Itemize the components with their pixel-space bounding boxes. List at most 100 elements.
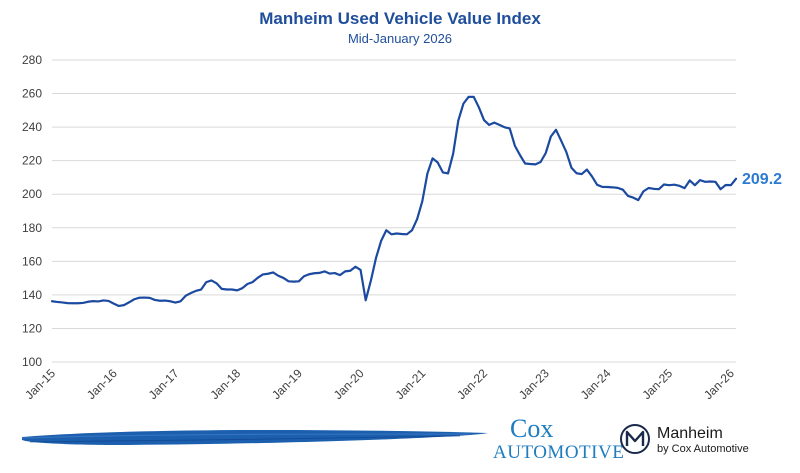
data-point: [215, 282, 218, 284]
brush-stroke: [21, 429, 488, 445]
data-point: [92, 300, 94, 302]
data-point: [462, 103, 465, 105]
data-point: [164, 299, 166, 302]
data-point: [617, 187, 619, 189]
data-point: [293, 281, 295, 283]
data-point: [606, 186, 609, 188]
data-point: [534, 163, 537, 165]
data-point: [334, 272, 336, 274]
data-point: [82, 302, 84, 304]
cox-automotive-logo: Cox Automotive: [493, 414, 624, 463]
data-point: [205, 281, 207, 283]
data-point: [653, 188, 655, 190]
svg-text:by Cox Automotive: by Cox Automotive: [657, 443, 749, 455]
data-point: [447, 172, 449, 175]
data-point: [246, 283, 249, 285]
manheim-m-circle-icon: [620, 424, 650, 454]
gridlines: [52, 59, 736, 363]
data-point: [133, 298, 135, 300]
svg-text:Cox: Cox: [510, 414, 553, 443]
data-point: [236, 289, 238, 291]
y-tick-label: 160: [22, 254, 42, 268]
data-point: [267, 273, 269, 275]
data-point: [323, 270, 326, 272]
data-point: [56, 301, 58, 303]
svg-text:Manheim: Manheim: [657, 425, 723, 442]
x-tick-label: Jan-23: [516, 366, 552, 402]
data-point: [318, 272, 321, 274]
data-point: [313, 272, 315, 274]
data-point: [87, 301, 89, 303]
y-tick-label: 280: [22, 53, 42, 67]
data-point: [401, 233, 403, 235]
data-point: [611, 186, 614, 188]
x-tick-label: Jan-18: [207, 366, 243, 402]
data-point: [169, 300, 171, 302]
data-point: [452, 153, 454, 155]
x-tick-label: Jan-24: [578, 366, 614, 402]
data-point: [457, 119, 459, 122]
data-point: [411, 229, 413, 231]
y-axis-ticks: 100 120 140 160 180 200 220 240 260 280: [22, 53, 42, 369]
data-point: [509, 127, 511, 130]
data-point: [555, 129, 557, 131]
data-point: [272, 271, 274, 274]
data-point: [714, 181, 717, 183]
data-point: [565, 151, 567, 153]
y-tick-label: 260: [22, 87, 42, 101]
y-tick-label: 240: [22, 120, 42, 134]
data-point: [673, 184, 675, 186]
data-point: [658, 188, 660, 190]
data-point: [118, 305, 120, 307]
data-point: [385, 229, 387, 231]
data-point: [581, 173, 583, 175]
data-point: [689, 179, 691, 182]
data-point: [303, 275, 305, 277]
y-tick-label: 220: [22, 154, 42, 168]
data-point: [277, 275, 279, 277]
data-point: [308, 273, 310, 275]
data-point: [663, 183, 665, 186]
data-point: [71, 302, 74, 304]
x-tick-label: Jan-15: [22, 366, 58, 402]
data-point: [503, 126, 506, 128]
data-point: [154, 299, 156, 301]
data-point: [174, 302, 177, 304]
data-point: [179, 300, 182, 302]
data-point: [344, 270, 346, 272]
data-point: [493, 121, 495, 124]
data-point: [359, 269, 362, 271]
x-tick-label: Jan-22: [454, 366, 490, 402]
data-point: [298, 280, 300, 282]
data-point: [570, 167, 573, 169]
data-point: [524, 162, 526, 165]
data-point: [725, 184, 727, 186]
data-point: [138, 297, 141, 299]
y-tick-label: 120: [22, 321, 42, 335]
data-point: [709, 180, 711, 183]
data-point: [380, 240, 382, 242]
data-point: [678, 185, 681, 187]
data-point: [287, 280, 290, 282]
data-point: [143, 296, 146, 299]
x-tick-label: Jan-17: [146, 366, 182, 402]
data-point: [251, 281, 254, 283]
data-point: [426, 172, 429, 175]
data-point: [699, 179, 701, 181]
data-point: [282, 277, 285, 279]
data-points: [51, 96, 737, 307]
data-point: [159, 300, 161, 302]
data-point: [467, 96, 470, 98]
data-point: [77, 302, 79, 304]
manheim-logo: Manheim by Cox Automotive: [620, 424, 749, 455]
data-point: [241, 287, 243, 289]
data-point: [349, 270, 351, 272]
data-point: [514, 145, 516, 147]
data-point: [200, 288, 202, 291]
data-point: [442, 171, 444, 174]
data-point: [622, 189, 624, 191]
data-point: [437, 161, 439, 164]
y-tick-label: 100: [22, 355, 42, 369]
data-point: [107, 300, 110, 302]
